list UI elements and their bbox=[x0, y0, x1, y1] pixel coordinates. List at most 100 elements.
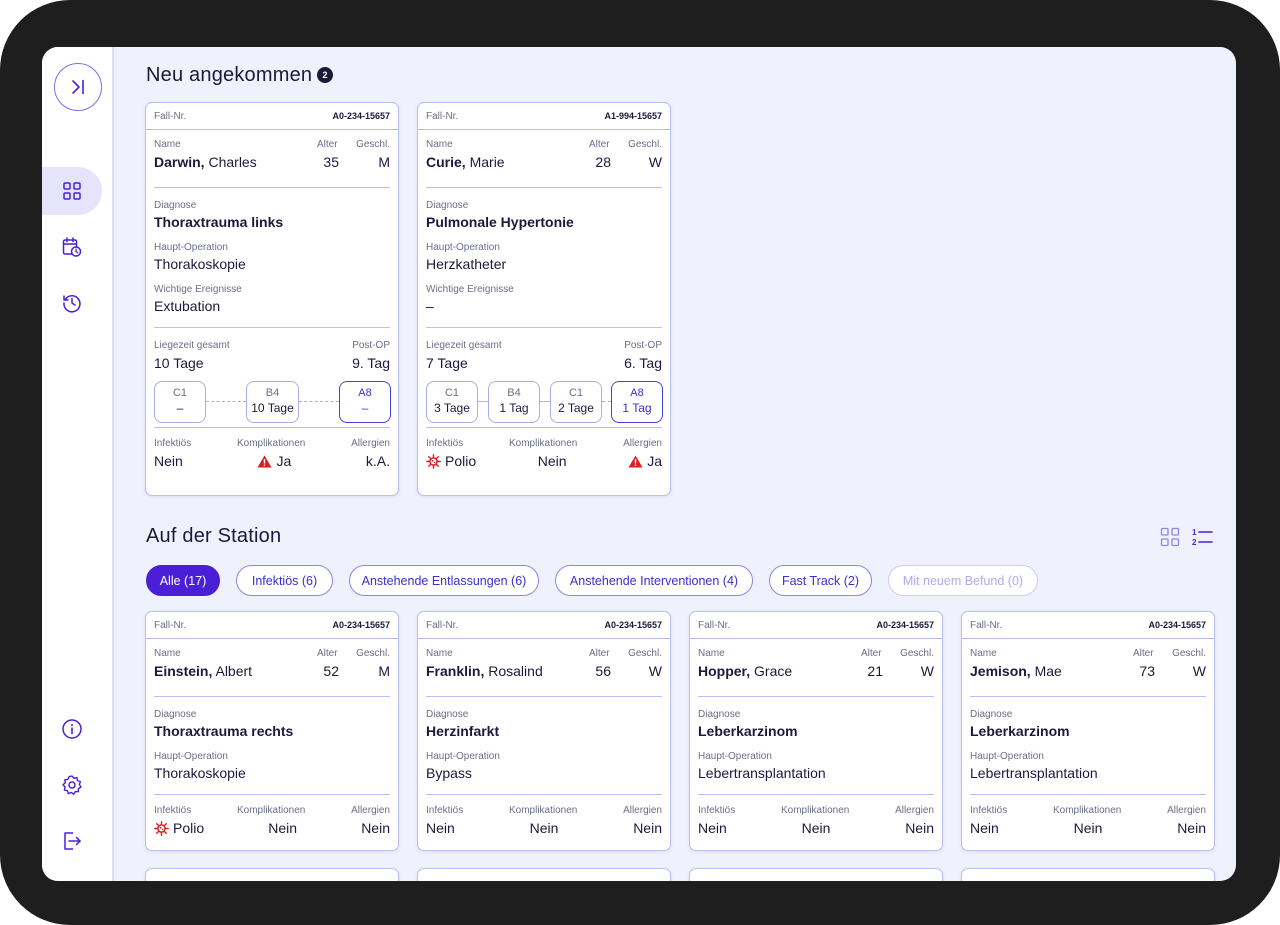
filter-fast-track[interactable]: Fast Track (2) bbox=[769, 565, 872, 596]
filter-upcoming-discharges[interactable]: Anstehende Entlassungen (6) bbox=[349, 565, 539, 596]
filter-upcoming-interventions[interactable]: Anstehende Interventionen (4) bbox=[555, 565, 753, 596]
infectious-label: Infektiös bbox=[698, 805, 736, 816]
allergies-label: Allergien bbox=[1167, 805, 1206, 816]
status-values: Polio Nein Nein bbox=[146, 820, 398, 836]
nav-calendar[interactable] bbox=[42, 223, 102, 271]
divider bbox=[426, 427, 662, 428]
complications-label: Komplikationen bbox=[1052, 805, 1122, 816]
allergies-label: Allergien bbox=[623, 438, 662, 449]
card-header: Fall-Nr. A0-234-15657 bbox=[690, 612, 942, 639]
filter-infectious[interactable]: Infektiös (6) bbox=[236, 565, 333, 596]
main-content: Neu angekommen 2 Fall-Nr. A0-234-15657 N… bbox=[114, 47, 1236, 881]
station-chip-current[interactable]: A8 1 Tag bbox=[611, 381, 663, 423]
stay-labels: Liegezeit gesamt Post-OP bbox=[146, 340, 398, 351]
patient-card[interactable]: Fall-Nr. A0-234-15657 Name Einstein, Albe… bbox=[145, 611, 399, 851]
station-chip-current[interactable]: A8– bbox=[339, 381, 391, 423]
patient-sex: M bbox=[378, 154, 390, 170]
station-chip[interactable]: C1 2 Tage bbox=[550, 381, 602, 423]
complications-value: Nein bbox=[529, 820, 559, 836]
events-value: – bbox=[426, 298, 434, 314]
sex-label: Geschl. bbox=[1172, 648, 1206, 659]
divider bbox=[970, 794, 1206, 795]
patient-card[interactable]: Fall-Nr. A0-234-15657 Name Franklin, Rosa… bbox=[417, 611, 671, 851]
main-op-field: Haupt-Operation Lebertransplantation bbox=[690, 751, 942, 781]
divider bbox=[426, 187, 662, 188]
patient-sex: W bbox=[920, 663, 934, 679]
diagnosis-label: Diagnose bbox=[426, 709, 469, 720]
svg-text:1: 1 bbox=[1192, 528, 1197, 537]
patient-card[interactable] bbox=[961, 868, 1215, 881]
diagnosis-field: Diagnose Leberkarzinom bbox=[690, 709, 942, 739]
info-icon bbox=[62, 719, 82, 739]
nav-settings[interactable] bbox=[42, 761, 102, 809]
diagnosis-value: Herzinfarkt bbox=[426, 723, 500, 739]
case-no-label: Fall-Nr. bbox=[154, 110, 187, 122]
complications-label: Komplikationen bbox=[236, 805, 306, 816]
infectious-value: Nein bbox=[698, 820, 727, 836]
infectious-value: Nein bbox=[426, 820, 455, 836]
status-labels: Infektiös Komplikationen Allergien bbox=[146, 805, 398, 816]
collapse-sidebar-button[interactable] bbox=[54, 63, 102, 111]
allergies-label: Allergien bbox=[351, 438, 390, 449]
card-header: Fall-Nr. A1-994-15657 bbox=[418, 103, 670, 130]
patient-card[interactable] bbox=[689, 868, 943, 881]
divider bbox=[154, 696, 390, 697]
nav-logout[interactable] bbox=[42, 817, 102, 865]
infectious-value: Nein bbox=[154, 453, 183, 469]
diagnosis-value: Pulmonale Hypertonie bbox=[426, 214, 574, 230]
grid-view-button[interactable] bbox=[1160, 527, 1180, 552]
diagnosis-label: Diagnose bbox=[426, 200, 469, 211]
stay-total-label: Liegezeit gesamt bbox=[154, 340, 230, 351]
station-chip[interactable]: B4 10 Tage bbox=[246, 381, 299, 423]
main-op-field: Haupt-Operation Bypass bbox=[418, 751, 670, 781]
infectious-value: Nein bbox=[970, 820, 999, 836]
allergies-value: Nein bbox=[361, 820, 390, 836]
station-chip[interactable]: C1– bbox=[154, 381, 206, 423]
name-label: Name bbox=[426, 139, 453, 150]
logout-icon bbox=[64, 832, 81, 850]
main-op-value: Bypass bbox=[426, 765, 472, 781]
filter-all[interactable]: Alle (17) bbox=[146, 565, 220, 596]
complications-value: Nein bbox=[1073, 820, 1103, 836]
age-label: Alter bbox=[317, 139, 338, 150]
name-label: Name bbox=[154, 139, 181, 150]
patient-sex: W bbox=[1192, 663, 1206, 679]
patient-card[interactable]: Fall-Nr. A0-234-15657 Name Hopper, Grace … bbox=[689, 611, 943, 851]
nav-info[interactable] bbox=[42, 705, 102, 753]
settings-icon bbox=[62, 775, 82, 795]
stay-total-value: 7 Tage bbox=[426, 355, 468, 371]
diagnosis-field: Diagnose Leberkarzinom bbox=[962, 709, 1214, 739]
nav-dashboard[interactable] bbox=[42, 167, 102, 215]
main-op-value: Thorakoskopie bbox=[154, 765, 246, 781]
patient-card[interactable] bbox=[145, 868, 399, 881]
divider bbox=[154, 187, 390, 188]
virus-icon bbox=[426, 453, 441, 469]
allergies-label: Allergien bbox=[895, 805, 934, 816]
filter-new-findings[interactable]: Mit neuem Befund (0) bbox=[888, 565, 1038, 596]
status-labels: Infektiös Komplikationen Allergien bbox=[418, 438, 670, 449]
case-no: A0-234-15657 bbox=[332, 620, 390, 630]
diagnosis-value: Thoraxtrauma rechts bbox=[154, 723, 294, 739]
main-op-field: Haupt-Operation Thorakoskopie bbox=[146, 242, 398, 272]
patient-card[interactable]: Fall-Nr. A0-234-15657 Name Jemison, Mae A… bbox=[961, 611, 1215, 851]
divider bbox=[426, 696, 662, 697]
patient-info: Name Jemison, Mae Alter 73 Geschl. W bbox=[962, 639, 1214, 696]
main-op-field: Haupt-Operation Herzkatheter bbox=[418, 242, 670, 272]
station-chip[interactable]: C1 3 Tage bbox=[426, 381, 478, 423]
patient-card[interactable] bbox=[417, 868, 671, 881]
events-field: Wichtige Ereignisse Extubation bbox=[146, 284, 398, 314]
diagnosis-field: Diagnose Thoraxtrauma links bbox=[146, 200, 398, 230]
nav-history[interactable] bbox=[42, 279, 102, 327]
patient-card[interactable]: Fall-Nr. A1-994-15657 Name Curie, Marie … bbox=[417, 102, 671, 496]
case-no-label: Fall-Nr. bbox=[426, 619, 459, 631]
patient-name: Hopper, Grace bbox=[698, 663, 793, 679]
station-chip[interactable]: B4 1 Tag bbox=[488, 381, 540, 423]
card-header: Fall-Nr. A0-234-15657 bbox=[962, 612, 1214, 639]
main-op-label: Haupt-Operation bbox=[698, 751, 772, 762]
sex-label: Geschl. bbox=[900, 648, 934, 659]
complications-value: Nein bbox=[537, 453, 567, 469]
allergies-value: Ja bbox=[628, 453, 662, 469]
patient-card[interactable]: Fall-Nr. A0-234-15657 Name Darwin, Charl… bbox=[145, 102, 399, 496]
complications-value: Ja bbox=[257, 453, 291, 469]
